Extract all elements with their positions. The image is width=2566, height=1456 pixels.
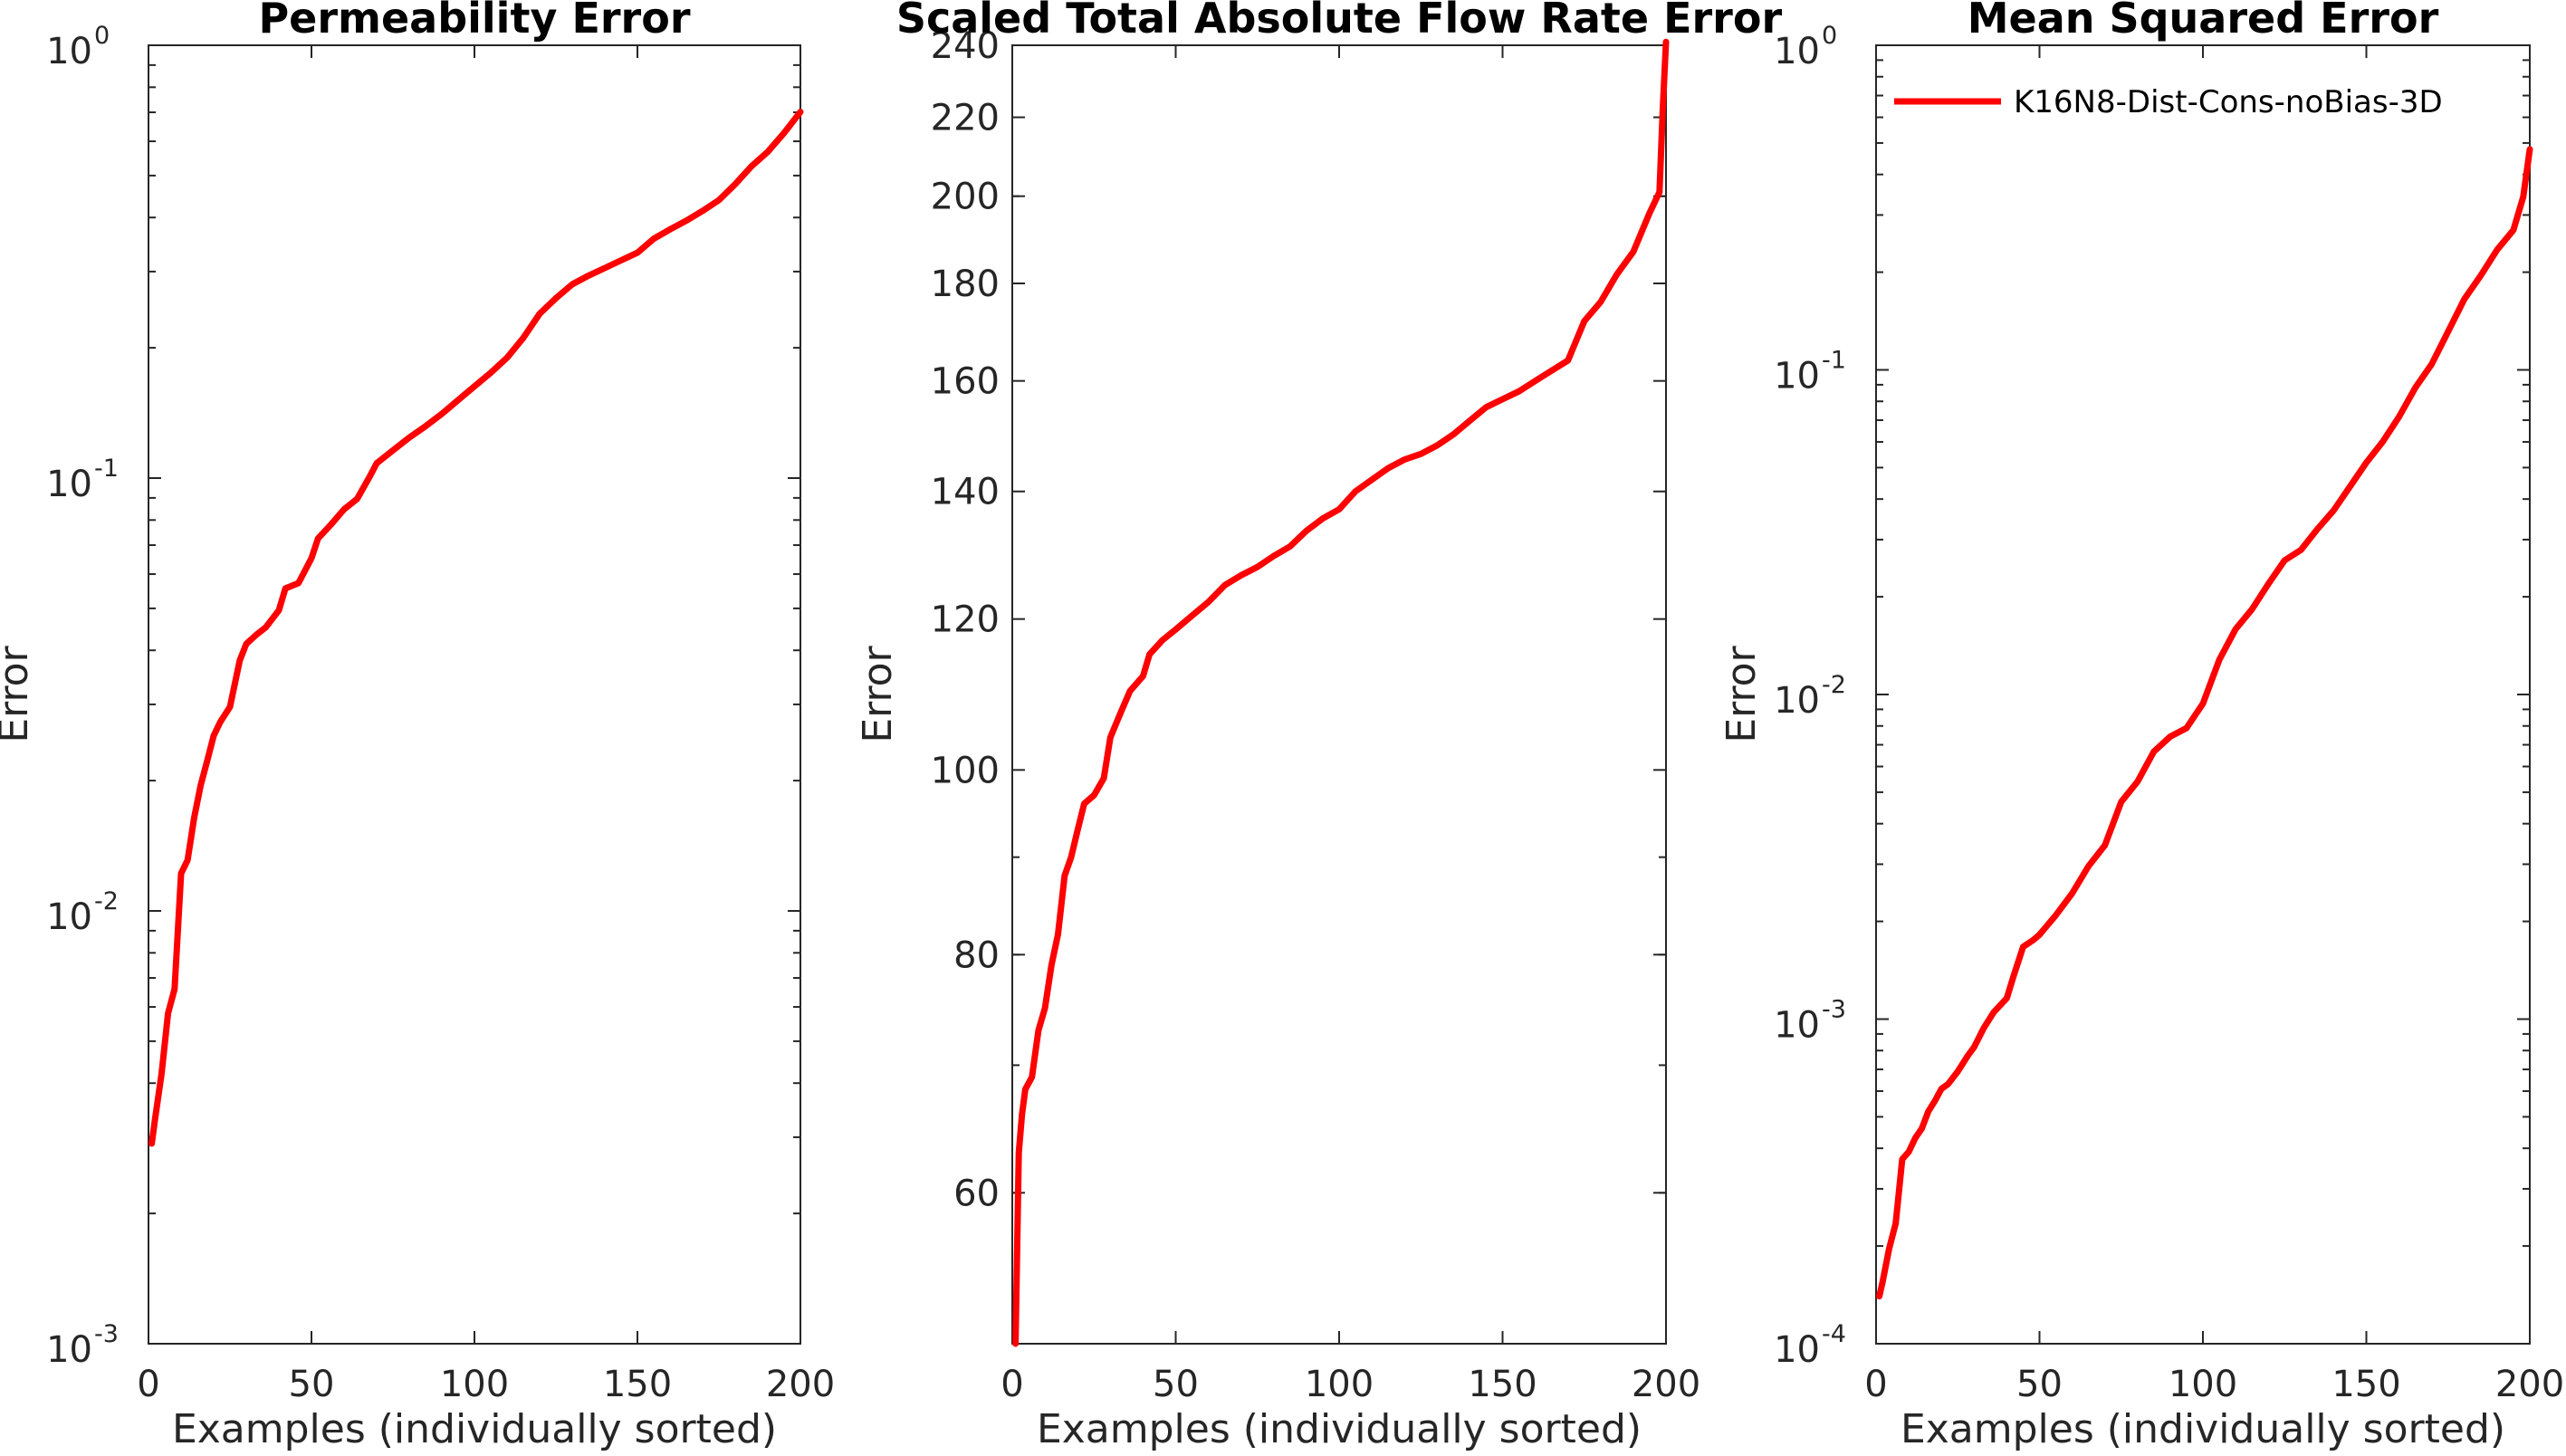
y-tick-exponent: -1 <box>94 455 119 483</box>
x-tick-label: 100 <box>1305 1364 1374 1405</box>
series-line <box>1012 38 1670 1347</box>
x-tick-label: 150 <box>2331 1364 2400 1405</box>
y-tick-label: 10 -4 <box>1774 1320 1846 1371</box>
y-tick-label: 10 -3 <box>1774 996 1846 1047</box>
chart-title: Scaled Total Absolute Flow Rate Error <box>896 0 1783 43</box>
y-axis-label: Error <box>1719 645 1765 742</box>
x-axis-label: Examples (individually sorted) <box>172 1406 777 1452</box>
plot-area <box>148 44 801 1345</box>
y-tick-label: 100 <box>931 750 1000 791</box>
y-tick-base: 10 <box>46 464 92 505</box>
y-tick-exponent: -2 <box>1822 671 1846 699</box>
chart-panel-2: 0 50 100 150 200 60 80 100 120 140 160 180 200 220 240… <box>855 0 1782 1452</box>
y-tick-exponent: -2 <box>94 887 119 915</box>
y-tick-label: 140 <box>931 472 1000 513</box>
legend: K16N8-Dist-Cons-noBias-3D <box>1894 84 2443 120</box>
y-tick-label: 200 <box>931 177 1000 218</box>
x-tick-label: 0 <box>1001 1364 1023 1405</box>
y-axis-label: Error <box>0 645 37 742</box>
y-tick-exponent: 0 <box>94 22 110 50</box>
x-tick-label: 100 <box>440 1364 509 1405</box>
plot-area <box>1011 44 1667 1345</box>
y-tick-base: 10 <box>46 896 92 938</box>
y-tick-label: 240 <box>931 25 1000 67</box>
x-tick-label: 200 <box>2495 1364 2564 1405</box>
series-line <box>148 109 804 1147</box>
y-tick-label: 10 -3 <box>46 1320 119 1371</box>
x-tick-label: 0 <box>137 1364 159 1405</box>
chart-title: Mean Squared Error <box>1968 0 2439 43</box>
y-tick-exponent: -4 <box>1822 1320 1846 1348</box>
y-tick-label: 120 <box>931 599 1000 641</box>
y-tick-label: 10 -2 <box>1774 671 1846 722</box>
x-tick-label: 150 <box>1468 1364 1537 1405</box>
x-axis-label: Examples (individually sorted) <box>1901 1406 2505 1452</box>
y-tick-label: 10 -2 <box>46 887 119 938</box>
x-axis-label: Examples (individually sorted) <box>1037 1406 1642 1452</box>
x-tick-label: 50 <box>1153 1364 1199 1405</box>
x-tick-label: 0 <box>1864 1364 1887 1405</box>
y-tick-exponent: 0 <box>1822 22 1837 50</box>
y-tick-base: 10 <box>1774 31 1820 72</box>
y-tick-label: 10 -1 <box>46 455 119 505</box>
y-tick-base: 10 <box>46 1329 92 1371</box>
series-line <box>1876 146 2533 1300</box>
y-tick-label: 10 -1 <box>1774 347 1846 398</box>
y-axis-label: Error <box>855 645 901 742</box>
y-tick-label: 60 <box>953 1173 1000 1214</box>
x-tick-label: 200 <box>1632 1364 1700 1405</box>
y-tick-exponent: -3 <box>1822 996 1846 1024</box>
x-tick-label: 150 <box>603 1364 672 1405</box>
y-tick-label: 80 <box>953 934 1000 976</box>
y-tick-base: 10 <box>1774 1329 1820 1371</box>
y-tick-exponent: -3 <box>94 1320 119 1348</box>
x-tick-label: 100 <box>2169 1364 2237 1405</box>
y-tick-label: 180 <box>931 263 1000 305</box>
y-tick-label: 160 <box>931 361 1000 403</box>
y-tick-base: 10 <box>1774 680 1820 722</box>
y-tick-base: 10 <box>1774 356 1820 398</box>
y-tick-label: 220 <box>931 98 1000 139</box>
chart-title: Permeability Error <box>258 0 690 43</box>
plot-area <box>1875 44 2531 1345</box>
y-tick-exponent: -1 <box>1822 347 1846 375</box>
x-tick-label: 50 <box>2016 1364 2063 1405</box>
y-tick-base: 10 <box>46 31 92 72</box>
x-tick-label: 200 <box>766 1364 835 1405</box>
y-tick-base: 10 <box>1774 1005 1820 1047</box>
legend-entry: K16N8-Dist-Cons-noBias-3D <box>2014 84 2443 120</box>
x-tick-label: 50 <box>289 1364 335 1405</box>
